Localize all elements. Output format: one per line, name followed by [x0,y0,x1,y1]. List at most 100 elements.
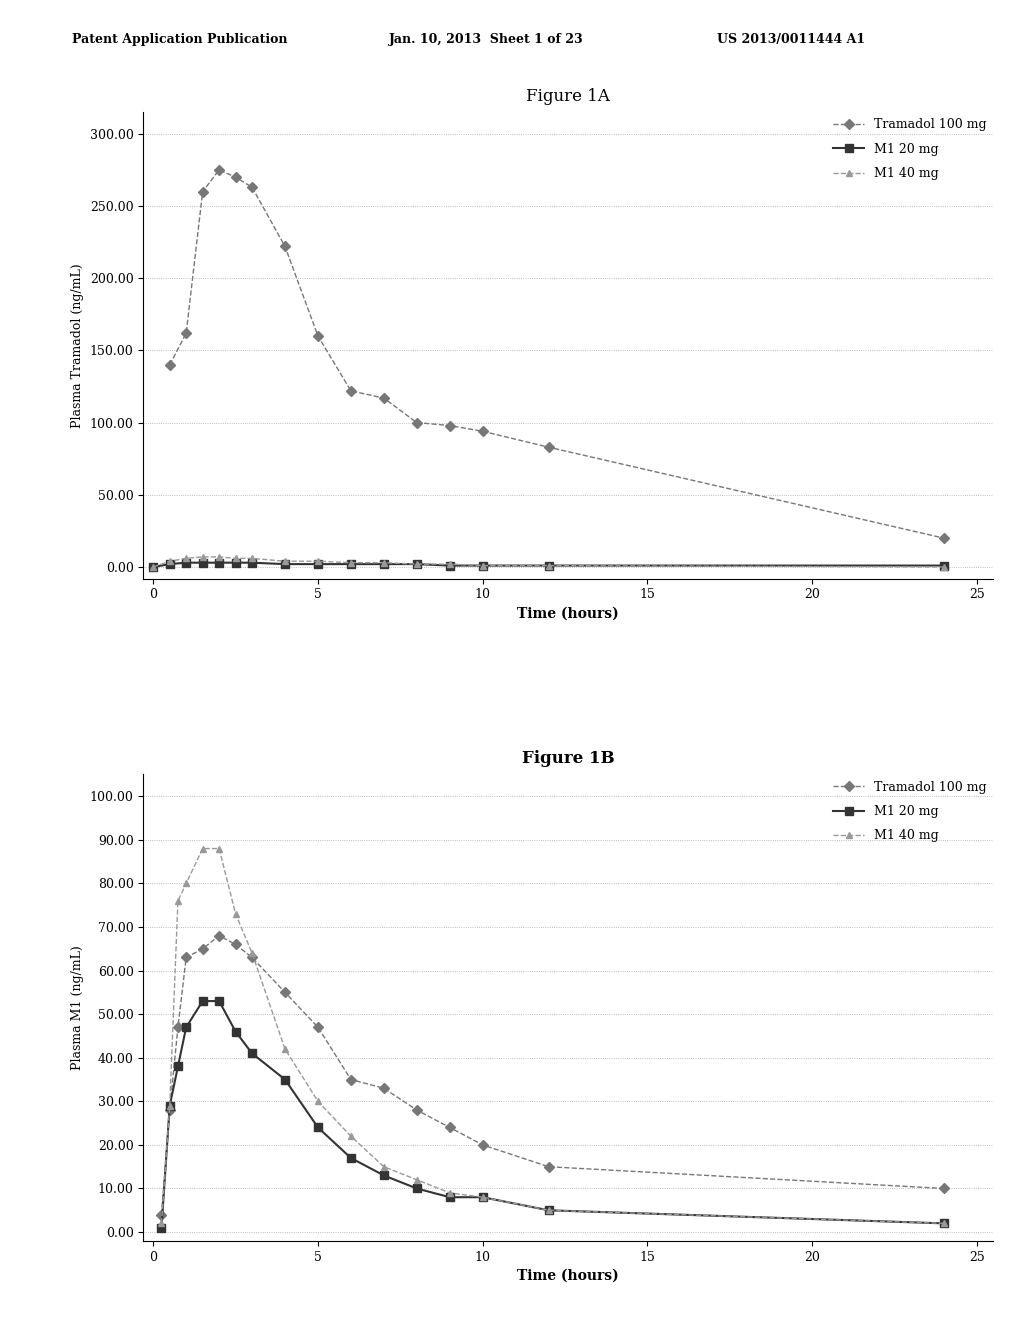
M1 40 mg [312,553,325,569]
Tramadol 100 mg [229,936,242,952]
Tramadol 100 mg [411,414,423,430]
M1 40 mg [443,1185,456,1201]
Line: Tramadol 100 mg: Tramadol 100 mg [166,166,947,541]
M1 20 mg [279,556,291,572]
M1 40 mg [246,945,258,961]
M1 40 mg [279,553,291,569]
Tramadol 100 mg [229,169,242,185]
Tramadol 100 mg [172,1019,184,1035]
M1 40 mg [938,1216,950,1232]
M1 40 mg [476,557,488,573]
M1 40 mg [164,553,176,569]
M1 40 mg [378,554,390,570]
Tramadol 100 mg [164,356,176,372]
Tramadol 100 mg [543,440,555,455]
M1 40 mg [279,1041,291,1057]
Title: Figure 1B: Figure 1B [522,750,614,767]
Tramadol 100 mg [180,949,193,965]
M1 20 mg [938,557,950,573]
M1 20 mg [164,1098,176,1114]
M1 20 mg [476,557,488,573]
M1 40 mg [345,554,357,570]
Tramadol 100 mg [213,162,225,178]
M1 20 mg [213,554,225,570]
Tramadol 100 mg [164,1102,176,1118]
M1 40 mg [443,556,456,572]
Tramadol 100 mg [476,1137,488,1152]
M1 40 mg [197,841,209,857]
M1 20 mg [147,560,160,576]
M1 40 mg [246,550,258,566]
M1 20 mg [543,1203,555,1218]
M1 20 mg [246,1045,258,1061]
M1 20 mg [164,556,176,572]
Line: M1 40 mg: M1 40 mg [158,845,947,1226]
Tramadol 100 mg [312,1019,325,1035]
M1 20 mg [172,1059,184,1074]
Tramadol 100 mg [378,1080,390,1096]
Tramadol 100 mg [443,1119,456,1135]
M1 40 mg [543,1203,555,1218]
Tramadol 100 mg [279,985,291,1001]
M1 20 mg [443,557,456,573]
M1 20 mg [180,554,193,570]
M1 40 mg [180,550,193,566]
Line: M1 20 mg: M1 20 mg [158,997,948,1232]
M1 20 mg [378,1167,390,1183]
M1 20 mg [443,1189,456,1205]
Tramadol 100 mg [312,329,325,345]
M1 40 mg [213,549,225,565]
M1 40 mg [164,1098,176,1114]
M1 20 mg [246,554,258,570]
M1 40 mg [197,549,209,565]
Tramadol 100 mg [213,928,225,944]
Tramadol 100 mg [180,325,193,341]
M1 20 mg [543,557,555,573]
M1 20 mg [345,556,357,572]
M1 40 mg [543,557,555,573]
Legend: Tramadol 100 mg, M1 20 mg, M1 40 mg: Tramadol 100 mg, M1 20 mg, M1 40 mg [834,119,987,180]
Line: Tramadol 100 mg: Tramadol 100 mg [158,932,947,1218]
M1 20 mg [345,1150,357,1166]
M1 20 mg [938,1216,950,1232]
Line: M1 40 mg: M1 40 mg [150,553,947,570]
Tramadol 100 mg [411,1102,423,1118]
M1 20 mg [180,1019,193,1035]
M1 40 mg [229,906,242,921]
M1 20 mg [156,1220,168,1236]
M1 40 mg [411,556,423,572]
X-axis label: Time (hours): Time (hours) [517,1269,620,1283]
M1 20 mg [378,556,390,572]
Tramadol 100 mg [197,941,209,957]
M1 20 mg [229,554,242,570]
Tramadol 100 mg [156,1206,168,1222]
M1 40 mg [938,560,950,576]
M1 20 mg [476,1189,488,1205]
M1 40 mg [156,1216,168,1232]
M1 40 mg [172,892,184,908]
Tramadol 100 mg [443,417,456,433]
M1 40 mg [213,841,225,857]
Tramadol 100 mg [378,391,390,407]
X-axis label: Time (hours): Time (hours) [517,607,620,620]
M1 20 mg [197,993,209,1008]
Title: Figure 1A: Figure 1A [526,88,610,106]
M1 20 mg [229,1024,242,1040]
Tramadol 100 mg [246,180,258,195]
M1 40 mg [345,1129,357,1144]
M1 40 mg [378,1159,390,1175]
Tramadol 100 mg [476,424,488,440]
M1 20 mg [279,1072,291,1088]
M1 40 mg [147,560,160,576]
M1 20 mg [411,556,423,572]
M1 40 mg [229,550,242,566]
Y-axis label: Plasma M1 (ng/mL): Plasma M1 (ng/mL) [72,945,84,1071]
Tramadol 100 mg [279,239,291,255]
Tramadol 100 mg [345,383,357,399]
Tramadol 100 mg [246,949,258,965]
Tramadol 100 mg [938,1180,950,1196]
Tramadol 100 mg [197,183,209,199]
Line: M1 20 mg: M1 20 mg [150,558,948,572]
M1 20 mg [213,993,225,1008]
M1 20 mg [312,1119,325,1135]
